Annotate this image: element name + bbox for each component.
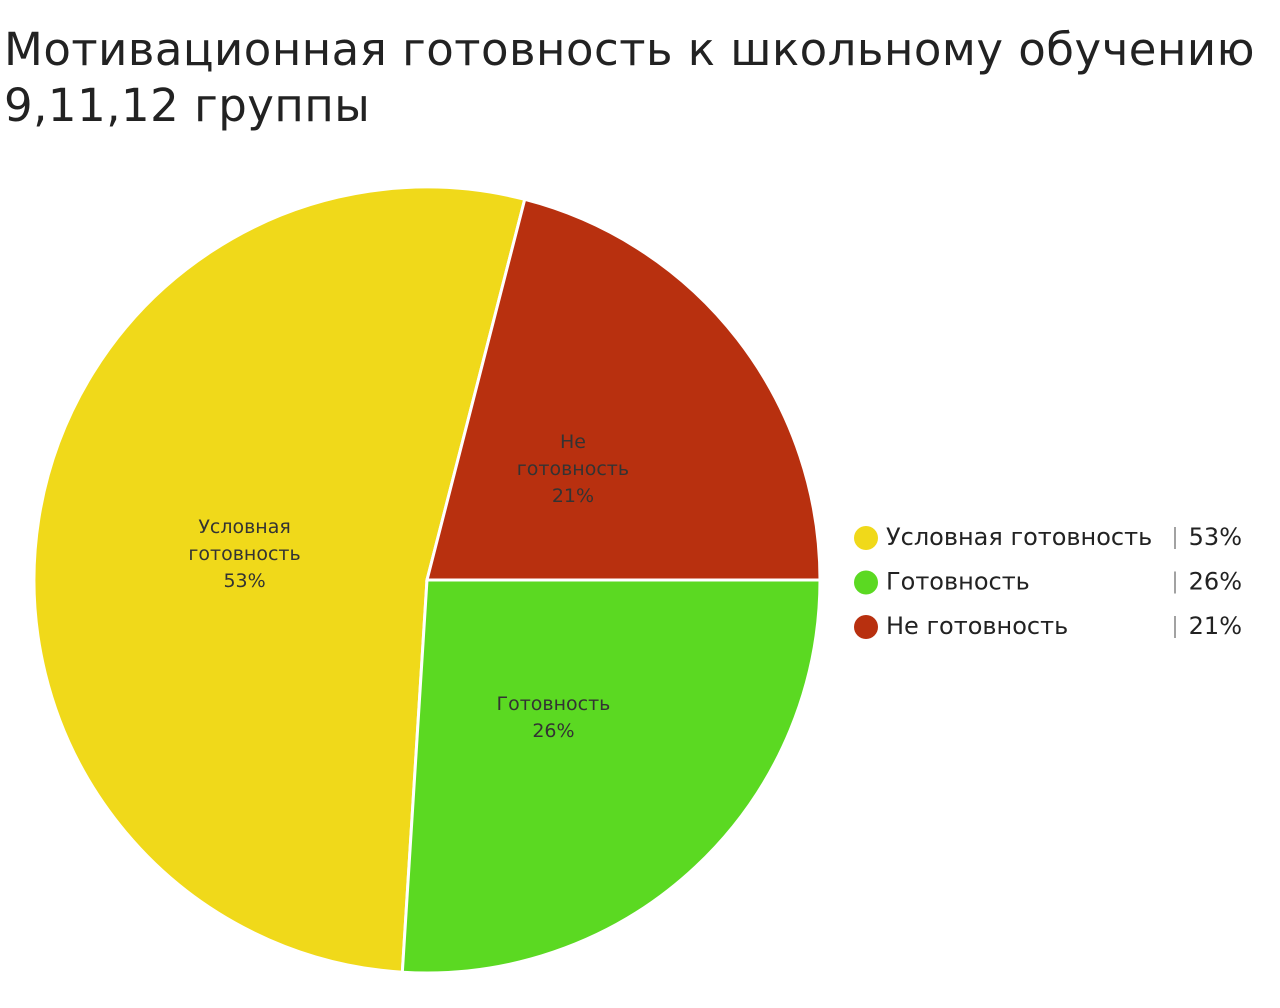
legend-label: Не готовность: [886, 612, 1068, 640]
slice-category: Условная готовность: [188, 515, 301, 565]
slice-value: 21%: [551, 485, 595, 508]
slice-label-box: Готовность 26%: [463, 673, 643, 763]
legend-marker: [854, 526, 878, 550]
slice-category: Готовность: [496, 692, 611, 715]
slice-value: 53%: [223, 569, 266, 592]
slice-category: Не готовность: [516, 431, 630, 481]
slice-label: Не готовность 21%: [483, 425, 663, 515]
slice-label-box: Условная готовность 53%: [155, 509, 335, 599]
pie-slice: [400, 578, 822, 975]
legend-label: Готовность: [886, 568, 1030, 596]
slice-value: 26%: [532, 719, 575, 742]
chart-title: Мотивационная готовность к школьному обу…: [4, 23, 1256, 132]
legend-label: Условная готовность: [886, 523, 1152, 551]
pie-slice: [425, 197, 822, 582]
slice-label: Условная готовность 53%: [155, 509, 335, 599]
legend-marker: [854, 615, 878, 639]
slice-label-box: Не готовность 21%: [483, 425, 663, 515]
slice-label: Готовность 26%: [463, 673, 643, 763]
legend-marker: [854, 570, 878, 595]
pie-slice: [32, 185, 527, 974]
legend-value: 53%: [1189, 523, 1242, 551]
legend-value: 26%: [1189, 568, 1242, 596]
legend-value: 21%: [1189, 612, 1242, 640]
